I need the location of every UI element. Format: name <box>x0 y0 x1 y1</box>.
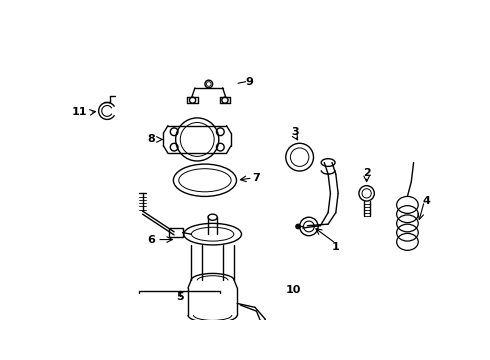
Text: 5: 5 <box>176 292 183 302</box>
Text: 2: 2 <box>363 167 370 177</box>
Bar <box>169 228 183 237</box>
Text: 1: 1 <box>332 242 340 252</box>
Text: 4: 4 <box>423 196 431 206</box>
Text: 6: 6 <box>147 235 155 244</box>
Text: 3: 3 <box>291 127 299 137</box>
Circle shape <box>296 224 300 229</box>
Text: 9: 9 <box>245 77 253 87</box>
Text: 11: 11 <box>72 108 87 117</box>
Text: 7: 7 <box>253 173 260 183</box>
Text: 10: 10 <box>286 285 301 294</box>
Text: 8: 8 <box>147 134 155 144</box>
